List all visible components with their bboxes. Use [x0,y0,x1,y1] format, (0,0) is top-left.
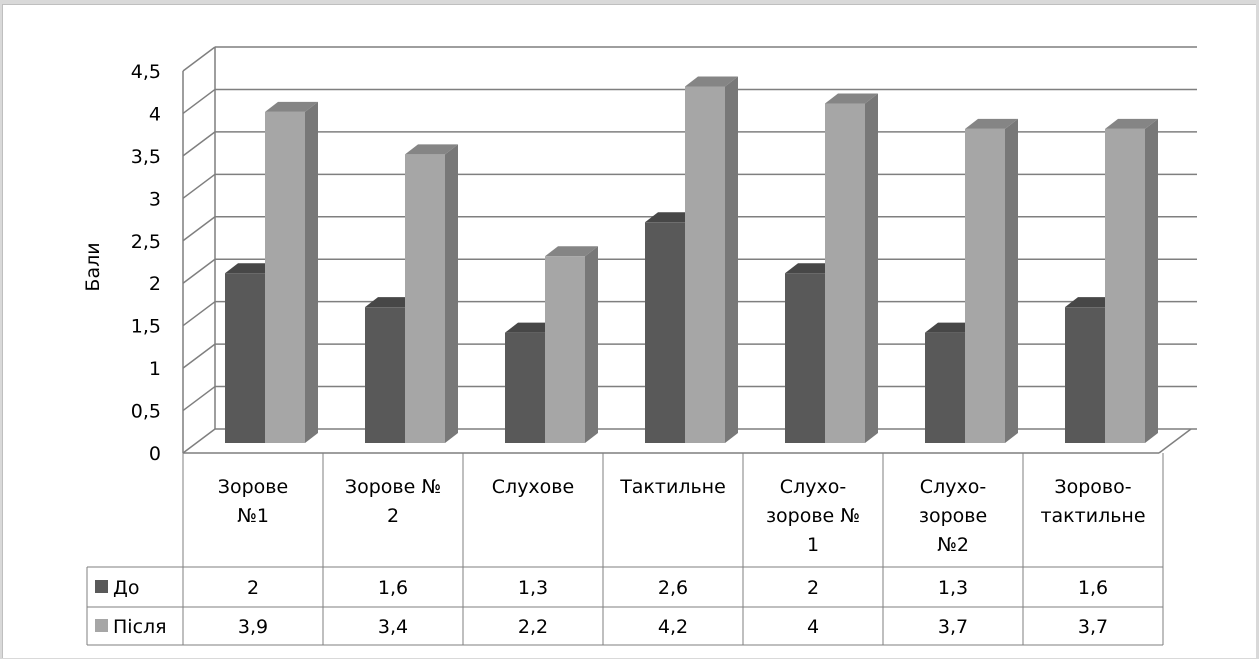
bars [225,76,1158,444]
y-tick-label: 2 [149,273,161,295]
category-label: Слухо-зорове №2 [919,476,987,556]
y-axis-title: Бали [82,242,104,291]
data-table-cell: 1,6 [378,577,408,599]
gridline-side [182,46,216,72]
y-tick-label: 0,5 [131,401,161,423]
y-axis-ticks: 0 0,5 1 1,5 2 2,5 3 3,5 4 4,5 [131,61,161,465]
bar-after [1105,118,1158,444]
bar-after [685,76,738,443]
data-table-cell: 4 [807,616,819,638]
bar-after [405,144,458,443]
bar-chart: 0 0,5 1 1,5 2 2,5 3 3,5 4 4,5 Зорове №1 Зорове № 2 Сл… [82,46,1197,646]
chart-frame: 0 0,5 1 1,5 2 2,5 3 3,5 4 4,5 Зорове №1 Зорове № 2 Сл… [2,4,1256,658]
data-table-cell: 3,7 [1078,616,1108,638]
category-label: Зорове № 2 [345,476,441,527]
y-tick-label: 3 [149,188,161,210]
y-tick-label: 3,5 [131,146,161,168]
gridline-side [182,428,216,454]
category-label: Зорове №1 [218,476,288,527]
legend-label: До [113,577,139,599]
data-table-cell: 1,3 [518,577,548,599]
floor-right-edge [1158,428,1192,454]
bar-after [545,246,598,443]
legend-key-before [95,580,108,593]
data-table-cell: 2 [247,577,259,599]
gridline-side [182,343,216,369]
bar-after [825,93,878,443]
category-label: Слухо-зорове № 1 [766,476,860,556]
y-tick-label: 0 [149,443,161,465]
y-tick-label: 4,5 [131,61,161,83]
data-table-cell: 3,9 [238,616,268,638]
data-table-cell: 1,3 [938,577,968,599]
data-table: Зорове №1 Зорове № 2 Слухове Тактильне Слухо-з… [86,453,1164,646]
gridline-side [182,301,216,327]
gridline-side [182,258,216,284]
bar-before [785,263,838,443]
category-label: Зорово-тактильне [1040,476,1145,527]
y-tick-label: 4 [149,103,161,125]
data-table-cell: 2,2 [518,616,548,638]
data-table-cell: 2 [807,577,819,599]
bar-after [965,118,1018,444]
bar-after [265,101,318,443]
data-table-cell: 2,6 [658,577,688,599]
data-table-cell: 3,7 [938,616,968,638]
legend-key-after [95,619,108,632]
y-tick-label: 1,5 [131,316,161,338]
category-label: Слухове [492,476,574,498]
legend-label: Після [113,616,167,638]
gridline-side [182,88,216,115]
gridline-side [182,173,216,199]
y-tick-label: 1 [149,358,161,380]
gridline-side [182,131,216,157]
gridline-side [182,216,216,242]
category-label: Тактильне [619,476,726,498]
gridline-side [182,385,216,412]
y-tick-label: 2,5 [131,231,161,253]
data-table-cell: 4,2 [658,616,688,638]
data-table-cell: 1,6 [1078,577,1108,599]
data-table-cell: 3,4 [378,616,408,638]
